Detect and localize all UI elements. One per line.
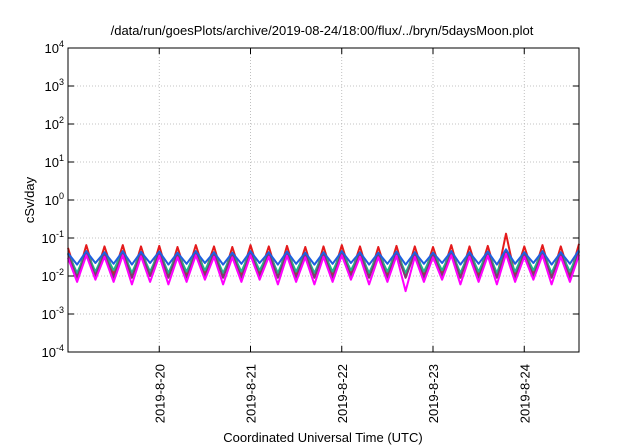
- y-axis-ticks: 10-4 10-3 10-2 10-1 100 101 102 103 104: [42, 39, 579, 360]
- x-tick-label: 2019-8-24: [517, 364, 532, 423]
- y-tick-label: 102: [45, 115, 64, 132]
- chart-title: /data/run/goesPlots/archive/2019-08-24/1…: [111, 23, 534, 38]
- y-tick-label: 10-1: [42, 229, 64, 246]
- y-tick-label: 10-3: [42, 305, 64, 322]
- y-axis-label: cSv/day: [22, 176, 37, 223]
- y-tick-label: 10-4: [42, 343, 64, 360]
- series-line-5: [67, 248, 580, 266]
- y-tick-label: 10-2: [42, 267, 64, 284]
- x-axis-ticks: 2019-8-20 2019-8-21 2019-8-22 2019-8-23 2019…: [152, 48, 532, 423]
- y-tick-label: 100: [45, 191, 64, 208]
- x-axis-label: Coordinated Universal Time (UTC): [223, 430, 422, 445]
- y-tick-label: 104: [45, 39, 64, 56]
- x-tick-label: 2019-8-22: [335, 364, 350, 423]
- y-tick-label: 103: [45, 77, 64, 94]
- x-tick-label: 2019-8-21: [244, 364, 259, 423]
- x-tick-label: 2019-8-23: [426, 364, 441, 423]
- series-lines: [67, 232, 580, 293]
- series-line-4: [67, 253, 580, 293]
- x-tick-label: 2019-8-20: [152, 364, 167, 423]
- grid-lines: [68, 48, 579, 352]
- y-tick-label: 101: [45, 153, 64, 170]
